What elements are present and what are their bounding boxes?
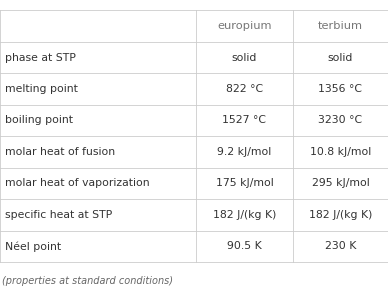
Text: terbium: terbium [318, 21, 363, 31]
Text: 175 kJ/mol: 175 kJ/mol [216, 178, 273, 188]
Text: europium: europium [217, 21, 272, 31]
Text: 1527 °C: 1527 °C [222, 115, 267, 125]
Text: solid: solid [232, 52, 257, 62]
Text: melting point: melting point [5, 84, 78, 94]
Text: molar heat of fusion: molar heat of fusion [5, 147, 115, 157]
Text: 10.8 kJ/mol: 10.8 kJ/mol [310, 147, 371, 157]
Text: phase at STP: phase at STP [5, 52, 76, 62]
Text: 90.5 K: 90.5 K [227, 241, 262, 251]
Text: 230 K: 230 K [325, 241, 356, 251]
Text: 822 °C: 822 °C [226, 84, 263, 94]
Text: specific heat at STP: specific heat at STP [5, 210, 112, 220]
Text: Néel point: Néel point [5, 241, 61, 252]
Text: 295 kJ/mol: 295 kJ/mol [312, 178, 369, 188]
Text: (properties at standard conditions): (properties at standard conditions) [2, 276, 173, 286]
Text: 1356 °C: 1356 °C [319, 84, 362, 94]
Text: molar heat of vaporization: molar heat of vaporization [5, 178, 149, 188]
Text: 182 J/(kg K): 182 J/(kg K) [213, 210, 276, 220]
Text: 9.2 kJ/mol: 9.2 kJ/mol [217, 147, 272, 157]
Text: solid: solid [328, 52, 353, 62]
Text: 182 J/(kg K): 182 J/(kg K) [309, 210, 372, 220]
Text: boiling point: boiling point [5, 115, 73, 125]
Text: 3230 °C: 3230 °C [319, 115, 362, 125]
